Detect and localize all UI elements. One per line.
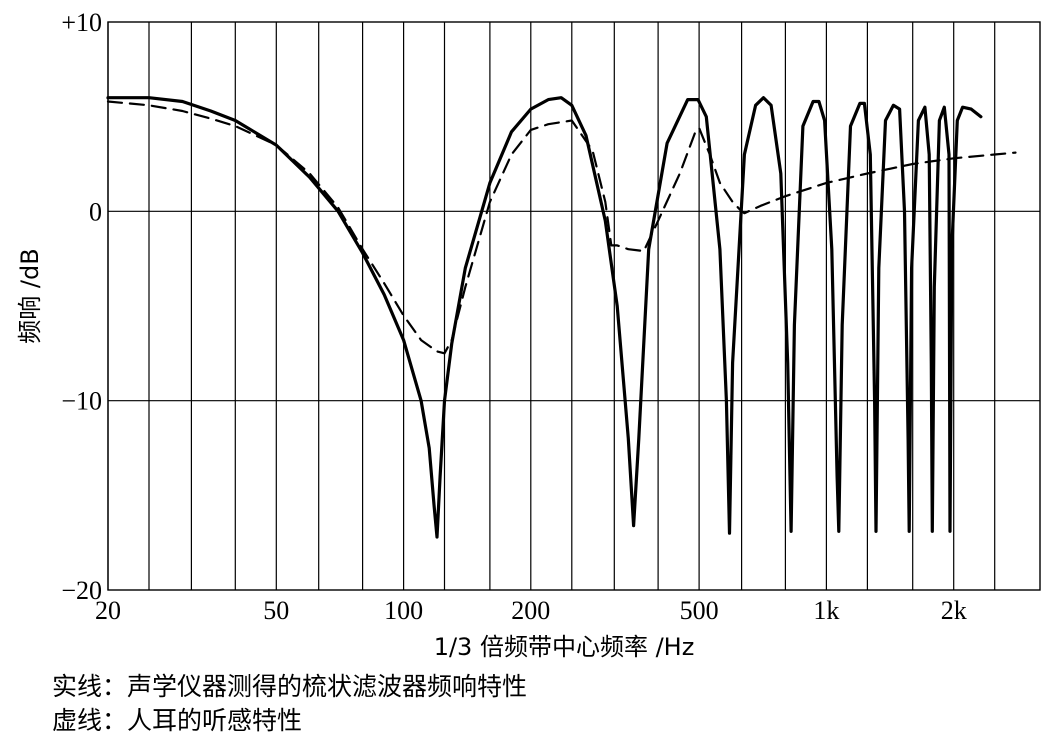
x-tick-label: 500: [680, 596, 719, 625]
y-tick-label: −20: [61, 576, 102, 605]
grid: [107, 22, 1040, 590]
x-tick-label: 2k: [941, 596, 967, 625]
y-axis-title: 频响 /dB: [16, 248, 44, 343]
y-tick-label: +10: [61, 8, 102, 37]
x-tick-label: 1k: [813, 596, 839, 625]
x-tick-label: 100: [384, 596, 423, 625]
caption-dashed-line: 虚线：人耳的听感特性: [52, 706, 303, 735]
x-axis-title: 1/3 倍频带中心频率 /Hz: [434, 633, 695, 661]
y-tick-label: −10: [61, 387, 102, 416]
x-tick-label: 20: [95, 596, 121, 625]
x-tick-label: 200: [511, 596, 550, 625]
caption-solid-line: 实线：声学仪器测得的梳状滤波器频响特性: [52, 672, 528, 701]
solid-series-line: [106, 96, 983, 539]
tick-labels: 20 50 100 200 500 1k 2k +10 0 −10 −20: [61, 8, 966, 625]
plot-frame: [107, 21, 1041, 591]
dashed-series-line: [106, 100, 1017, 355]
x-tick-label: 50: [263, 596, 289, 625]
y-tick-label: 0: [89, 197, 102, 226]
series-group: [106, 96, 1017, 539]
